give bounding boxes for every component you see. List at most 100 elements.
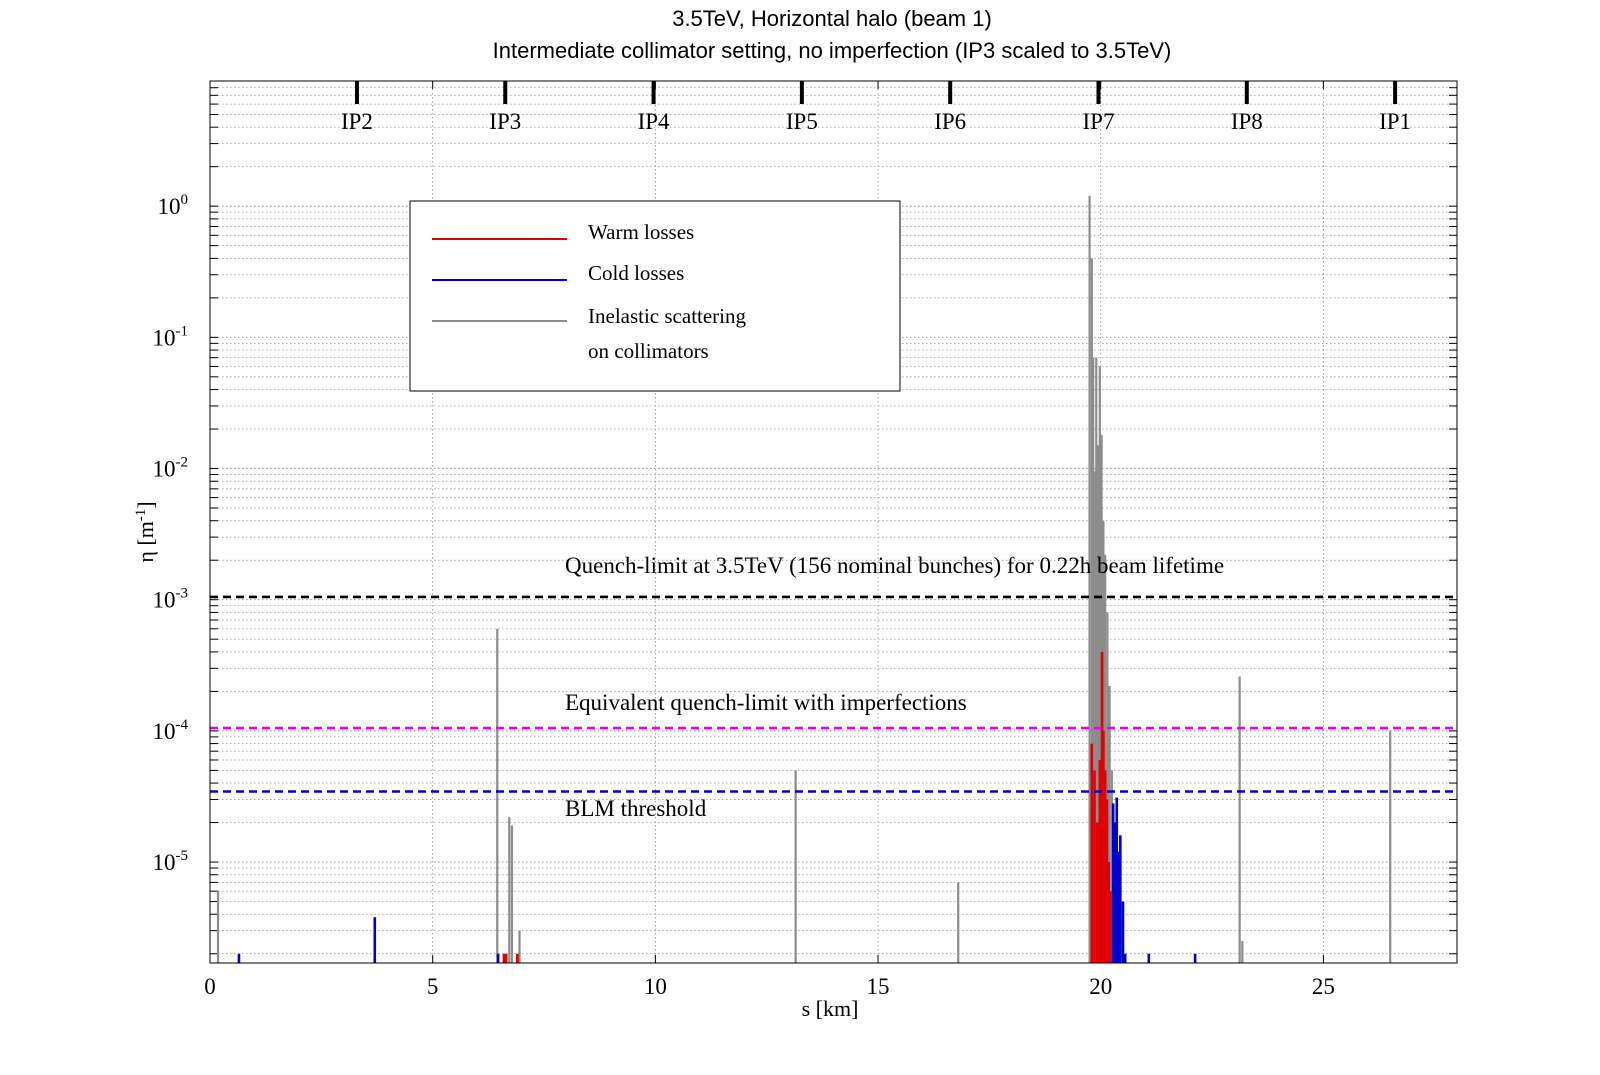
y-axis-label-sup: -1 (133, 509, 149, 522)
ip-markers: IP2 IP3 IP4 IP5 IP6 IP7 IP8 IP1 (341, 81, 1411, 134)
y-tick-exponent: 0 (181, 192, 189, 208)
y-tick-base: 10 (153, 719, 176, 744)
loss-bar (1193, 953, 1197, 963)
loss-bar (1119, 835, 1122, 963)
y-tick-label: 10-2 (153, 455, 189, 482)
y-tick-label: 10-4 (153, 717, 189, 744)
loss-bar (1103, 770, 1107, 963)
ip-label-ip6: IP6 (934, 109, 966, 134)
loss-bar (373, 917, 377, 963)
loss-bar (957, 882, 960, 963)
loss-bar (496, 953, 500, 963)
loss-bar (496, 628, 499, 963)
y-axis-label-close: ] (133, 501, 158, 508)
y-tick-exponent: -3 (176, 586, 189, 602)
bars (216, 195, 1392, 964)
x-tick-label: 20 (1089, 974, 1112, 999)
loss-bar (1090, 743, 1094, 963)
loss-bar (1106, 612, 1109, 963)
ip-marker-tick (1244, 81, 1249, 104)
y-tick-exponent: -5 (176, 848, 189, 864)
ip-label-ip4: IP4 (638, 109, 670, 134)
x-axis-label: s [km] (802, 996, 859, 1021)
ip-label-ip3: IP3 (489, 109, 521, 134)
blm-threshold-label: BLM threshold (565, 796, 707, 821)
ip-marker-tick (503, 81, 508, 104)
y-tick-base: 10 (153, 850, 176, 875)
loss-bar (1093, 471, 1097, 963)
ip-marker-tick (1393, 81, 1398, 104)
loss-bar (1098, 759, 1102, 963)
loss-bar (1107, 862, 1111, 963)
x-tick-labels: 0 5 10 15 20 25 (204, 974, 1335, 999)
loss-bar (1105, 799, 1109, 963)
plot-frame (209, 80, 1458, 964)
legend-label-inelastic-line2: on collimators (588, 339, 709, 363)
y-tick-exponent: -1 (176, 323, 189, 339)
legend: Warm losses Cold losses Inelastic scatte… (409, 200, 901, 392)
loss-bar (1100, 651, 1104, 963)
x-tick-label: 5 (427, 974, 439, 999)
loss-bar (216, 891, 220, 963)
legend-label-inelastic: Inelastic scattering (588, 304, 747, 328)
loss-bar (1088, 195, 1091, 963)
y-tick-base: 10 (153, 457, 176, 482)
loss-bar (1115, 797, 1119, 963)
loss-bar (1389, 730, 1392, 963)
loss-bar (794, 770, 797, 963)
loss-bar (518, 930, 521, 963)
y-tick-base: 10 (153, 325, 176, 350)
loss-bar (515, 953, 519, 963)
legend-label-warm: Warm losses (588, 220, 694, 244)
loss-bar (502, 953, 506, 963)
loss-bar (1238, 676, 1241, 963)
loss-bar (508, 817, 511, 963)
loss-bar (1111, 803, 1115, 963)
y-tick-label: 10-5 (153, 848, 189, 875)
ip-label-ip5: IP5 (786, 109, 818, 134)
legend-label-cold: Cold losses (588, 261, 684, 285)
y-axis-label: η [m-1] (133, 501, 158, 562)
loss-bar (1098, 366, 1101, 964)
loss-bar (1114, 822, 1117, 963)
ip-marker-tick (354, 81, 359, 104)
x-tick-label: 15 (867, 974, 890, 999)
ip-marker-tick (948, 81, 953, 104)
y-tick-exponent: -4 (176, 717, 189, 733)
x-tick-label: 0 (204, 974, 216, 999)
legend-box (409, 200, 901, 392)
chart-subtitle: Intermediate collimator setting, no impe… (493, 38, 1172, 63)
ip-marker-tick (1096, 81, 1101, 104)
loss-bar (1096, 445, 1100, 963)
loss-bar (1090, 258, 1093, 964)
y-tick-label: 100 (158, 192, 189, 219)
loss-bar (510, 825, 514, 963)
y-tick-base: 10 (153, 588, 176, 613)
y-tick-exponent: -2 (176, 455, 189, 471)
loss-bar (1110, 770, 1113, 963)
chart-title: 3.5TeV, Horizontal halo (beam 1) (672, 6, 992, 31)
loss-bar (504, 953, 508, 963)
loss-bar (237, 953, 241, 963)
loss-bar (1095, 357, 1098, 963)
y-tick-label: 10-3 (153, 586, 189, 613)
loss-bar (1092, 357, 1095, 963)
loss-bar (1104, 554, 1107, 963)
x-tick-label: 25 (1312, 974, 1335, 999)
loss-bar (1117, 851, 1121, 963)
loss-bar (1095, 822, 1099, 963)
imperfection-quench-limit-label: Equivalent quench-limit with imperfectio… (565, 690, 967, 715)
loss-bar (1123, 953, 1127, 963)
loss-bar (1109, 891, 1112, 963)
loss-bar (1241, 941, 1244, 963)
y-tick-base: 10 (158, 194, 181, 219)
ip-label-ip8: IP8 (1231, 109, 1263, 134)
ip-marker-tick (799, 81, 804, 104)
loss-bar (1093, 770, 1096, 963)
loss-bar (1102, 730, 1105, 963)
ip-marker-tick (651, 81, 656, 104)
loss-bar (1108, 685, 1111, 963)
ip-label-ip1: IP1 (1379, 109, 1411, 134)
